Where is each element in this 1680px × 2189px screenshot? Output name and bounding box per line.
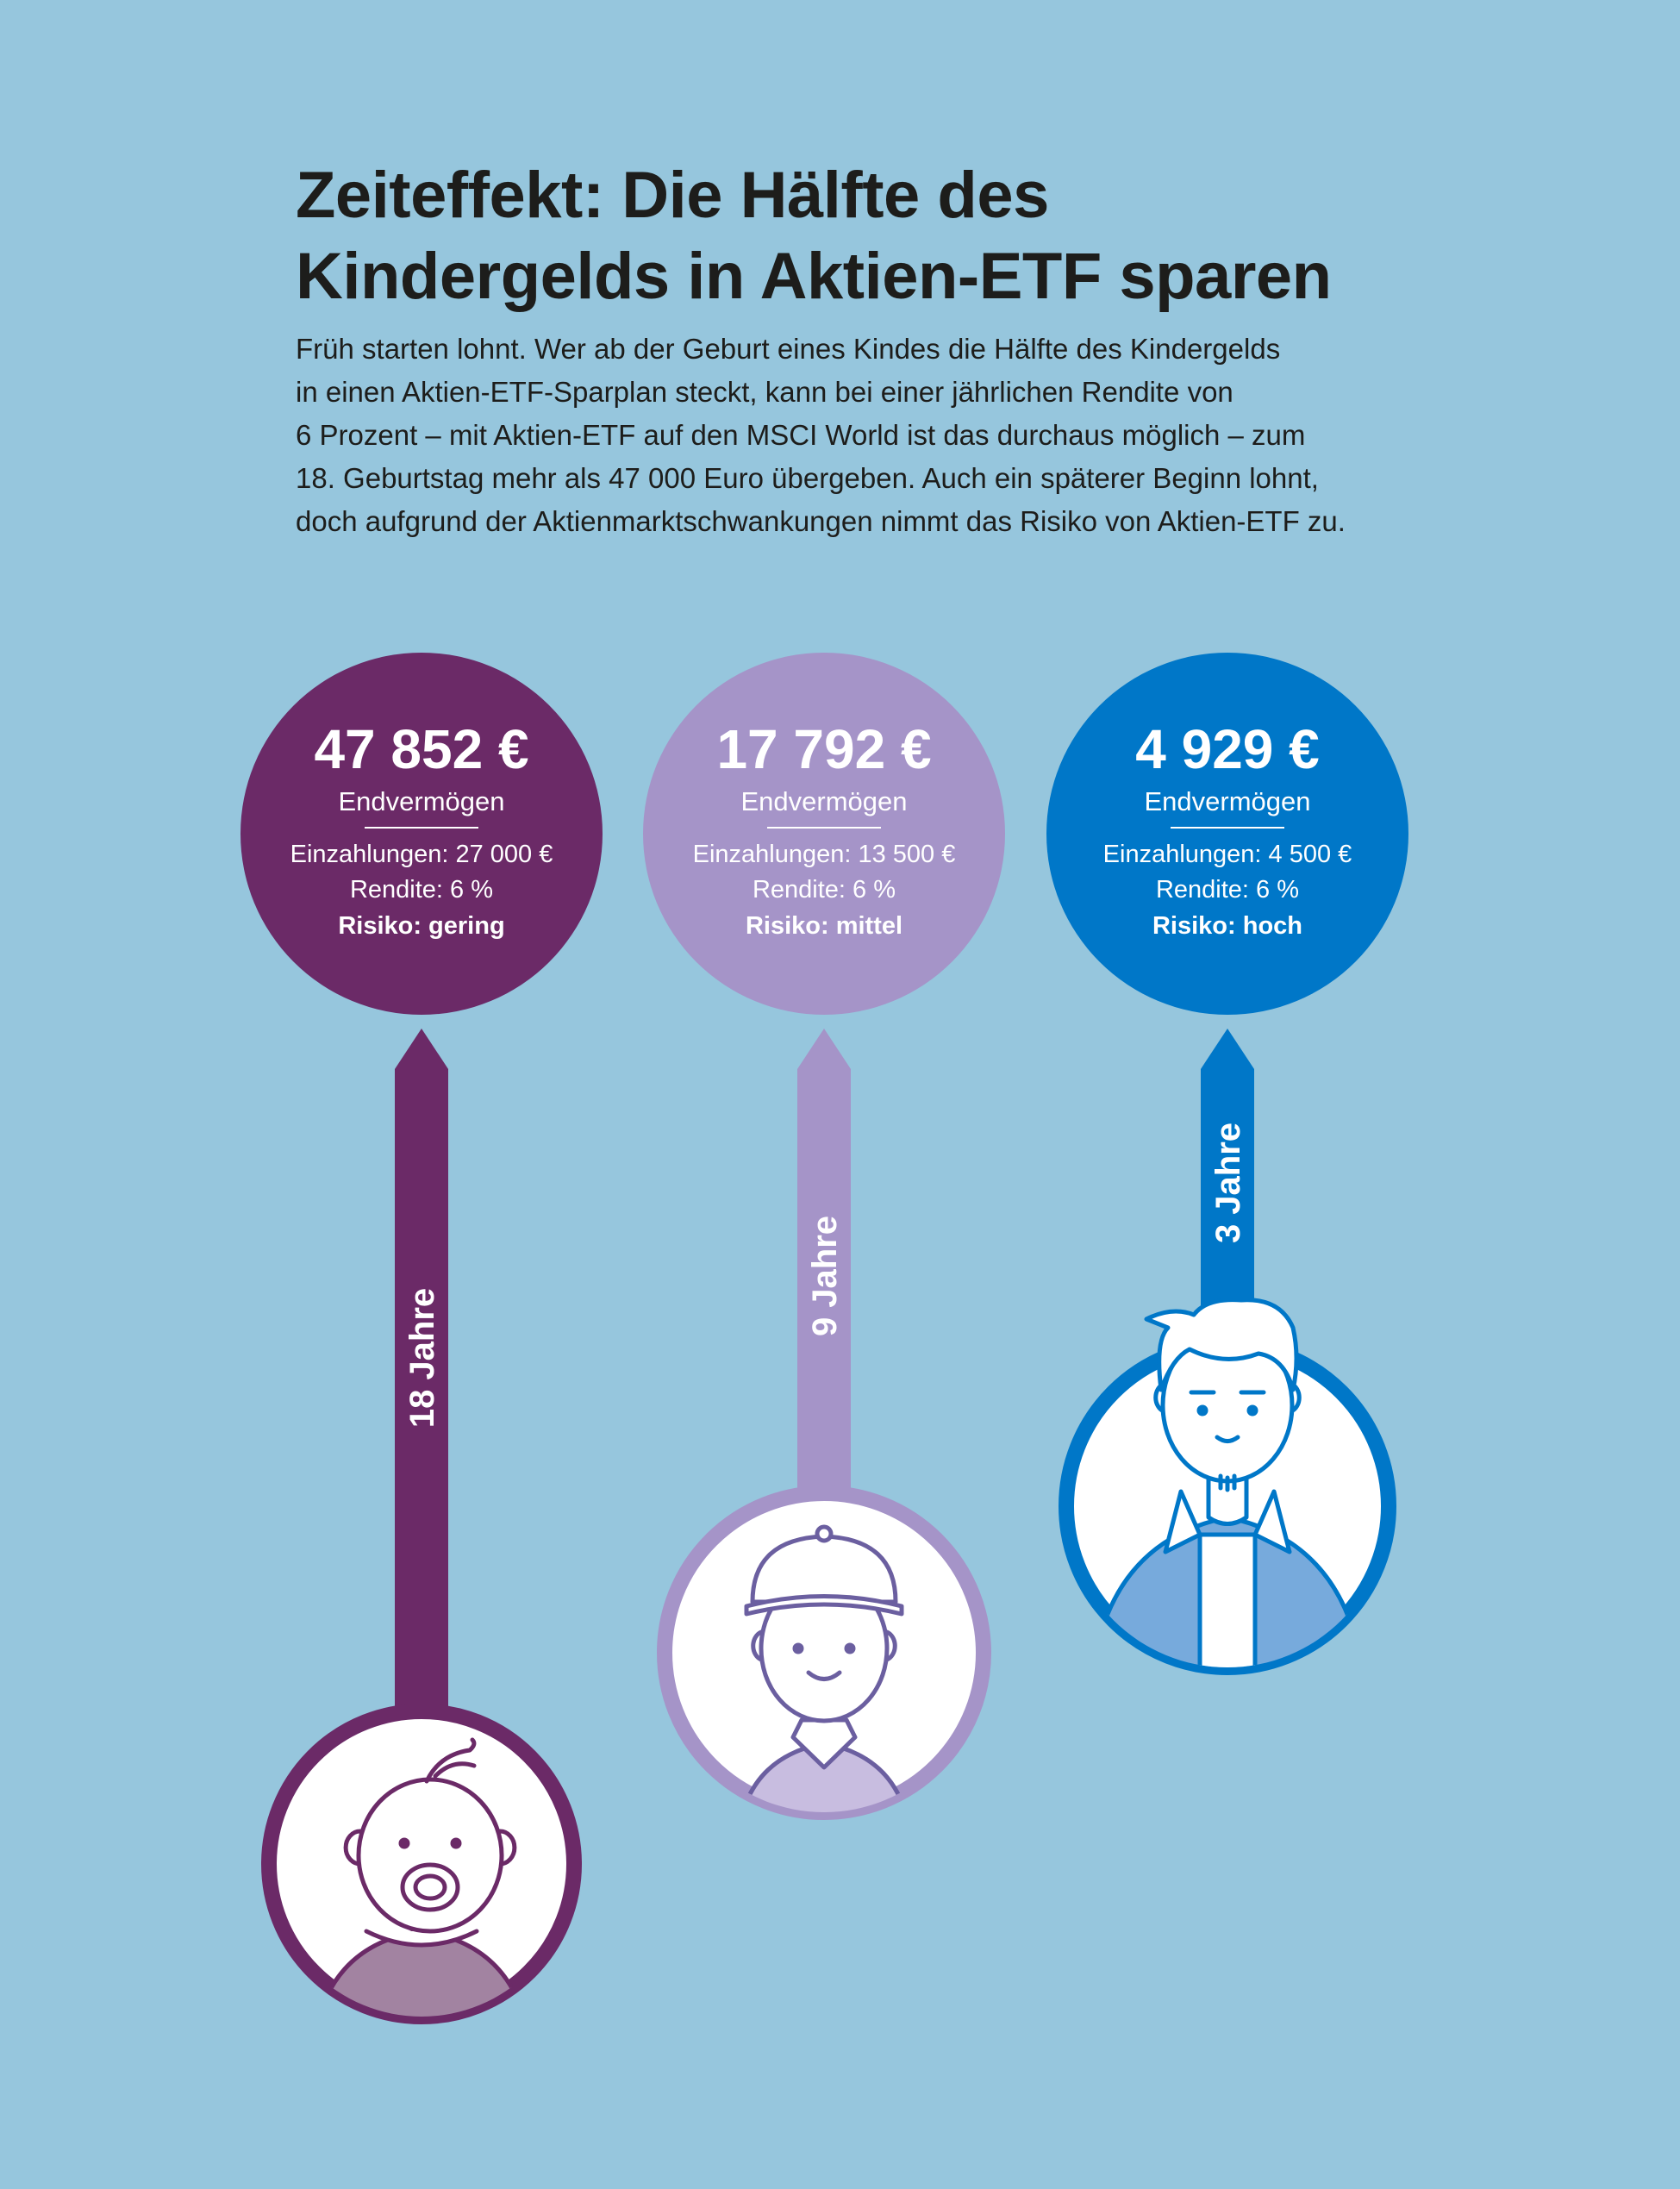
risk-text: Risiko: gering — [338, 912, 504, 940]
result-circle — [1046, 653, 1408, 1015]
return-text: Rendite: 6 % — [1156, 876, 1299, 904]
final-amount: 47 852 € — [314, 718, 528, 780]
final-amount-label: Endvermögen — [740, 786, 907, 816]
duration-label: 9 Jahre — [806, 1216, 844, 1336]
intro-text: Früh starten lohnt. Wer ab der Geburt ei… — [296, 328, 1416, 543]
return-text: Rendite: 6 % — [753, 876, 896, 904]
intro-line: 18. Geburtstag mehr als 47 000 Euro über… — [296, 462, 1319, 494]
final-amount: 4 929 € — [1135, 718, 1320, 780]
page-title: Zeiteffekt: Die Hälfte des Kindergelds i… — [296, 155, 1502, 317]
deposits-text: Einzahlungen: 4 500 € — [1103, 841, 1352, 868]
timeline-arrow — [395, 1029, 448, 1707]
final-amount-label: Endvermögen — [1144, 786, 1310, 816]
result-circle — [240, 653, 603, 1015]
scenario-18-years: 18 Jahre 47 852 € Endvermögen Einzahlung… — [240, 653, 603, 2024]
deposits-text: Einzahlungen: 13 500 € — [693, 841, 956, 868]
child-icon — [657, 1485, 991, 1820]
scenario-3-years: 3 Jahre 4 929 € Endvermögen Einzahlungen… — [1046, 653, 1408, 1675]
final-amount-label: Endvermögen — [338, 786, 504, 816]
title-line-2: Kindergelds in Aktien-ETF sparen — [296, 240, 1332, 313]
scenario-9-years: 9 Jahre 17 792 € Endvermögen Einzahlunge… — [643, 653, 1005, 1820]
risk-text: Risiko: hoch — [1152, 912, 1302, 940]
intro-line: doch aufgrund der Aktienmarktschwankunge… — [296, 505, 1346, 537]
deposits-text: Einzahlungen: 27 000 € — [290, 841, 553, 868]
final-amount: 17 792 € — [716, 718, 931, 780]
risk-text: Risiko: mittel — [746, 912, 902, 940]
timeline-arrow — [1201, 1029, 1254, 1310]
return-text: Rendite: 6 % — [350, 876, 493, 904]
title-line-1: Zeiteffekt: Die Hälfte des — [296, 159, 1049, 232]
baby-icon — [261, 1704, 582, 2024]
intro-line: in einen Aktien-ETF-Sparplan steckt, kan… — [296, 376, 1233, 408]
duration-label: 3 Jahre — [1209, 1123, 1247, 1243]
intro-line: 6 Prozent – mit Aktien-ETF auf den MSCI … — [296, 419, 1306, 451]
teenager-icon — [1059, 1298, 1396, 1675]
timeline-arrow — [797, 1029, 851, 1500]
result-circle — [643, 653, 1005, 1015]
duration-label: 18 Jahre — [403, 1288, 441, 1428]
intro-line: Früh starten lohnt. Wer ab der Geburt ei… — [296, 333, 1281, 365]
